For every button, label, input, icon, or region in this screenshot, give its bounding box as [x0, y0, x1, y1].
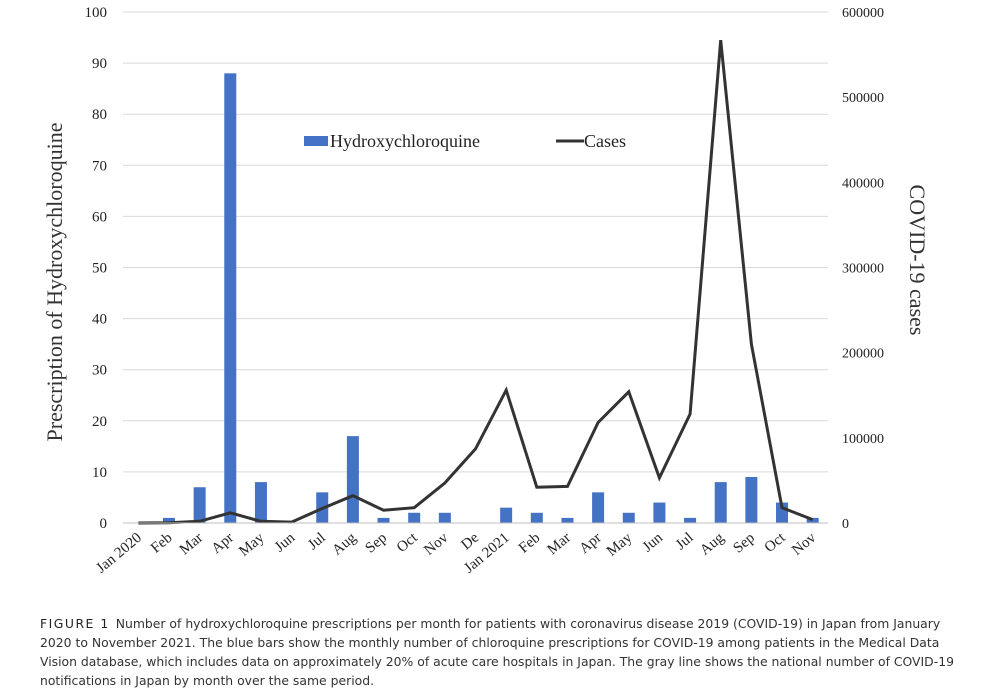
bar: [806, 517, 819, 523]
bar: [714, 482, 727, 523]
y-tick-label: 30: [92, 363, 107, 379]
bar-series: [162, 73, 819, 523]
y2-tick-label: 100000: [842, 432, 884, 447]
y-tick-label: 90: [92, 56, 107, 72]
y-tick-label: 60: [92, 209, 107, 225]
x-tick-label: Oct: [762, 529, 790, 556]
y2-axis-title: COVID-19 cases: [905, 185, 930, 336]
y-tick-label: 0: [100, 516, 108, 532]
y2-tick-label: 200000: [842, 347, 884, 362]
y-tick-label: 100: [85, 5, 108, 21]
legend-swatch-bar: [304, 136, 328, 146]
bar: [653, 502, 666, 523]
legend-label-cases: Cases: [584, 131, 626, 151]
bar: [622, 512, 635, 523]
y2-tick-label: 500000: [842, 91, 884, 106]
x-tick-label: Apr: [209, 530, 237, 557]
bar: [224, 73, 237, 523]
y2-tick-label: 600000: [842, 6, 884, 21]
y2-tick-label: 400000: [842, 176, 884, 191]
bar: [500, 507, 513, 523]
bar: [438, 512, 451, 523]
x-tick-label: Nov: [421, 529, 451, 558]
x-tick-label: Sep: [730, 530, 758, 557]
x-tick-label: Jul: [673, 530, 697, 554]
figure-caption: FIGURE 1 Number of hydroxychloroquine pre…: [40, 614, 970, 690]
bar: [193, 487, 206, 523]
x-tick-label: Jan 2020: [93, 530, 144, 577]
x-tick-label: Mar: [545, 530, 574, 558]
y-tick-label: 70: [92, 158, 107, 174]
x-tick-label: Feb: [516, 530, 544, 557]
cases-line: [138, 39, 814, 525]
bar: [745, 477, 758, 523]
bar: [684, 517, 697, 523]
bar: [530, 512, 543, 523]
x-tick-label: Sep: [363, 530, 391, 557]
x-tick-label: Nov: [789, 529, 819, 558]
bar: [408, 512, 421, 523]
x-tick-label: Jun: [640, 529, 667, 555]
y-tick-label: 10: [92, 465, 107, 481]
bar: [377, 517, 390, 523]
x-tick-label: Aug: [329, 529, 359, 558]
y-axis-title: Prescription of Hydroxychloroquine: [42, 123, 67, 442]
y2-tick-label: 0: [842, 517, 849, 532]
combo-chart: 0 10 20 30 40 50 60 70 80 90 100 0 100000 200000 30000…: [42, 5, 930, 577]
gridlines: [123, 11, 828, 473]
x-tick-label: Mar: [177, 530, 206, 558]
caption-text: Number of hydroxychloroquine prescriptio…: [40, 616, 954, 688]
x-tick-label: Aug: [697, 529, 727, 558]
y-tick-label: 40: [92, 312, 107, 328]
y2-tick-label: 300000: [842, 262, 884, 277]
line-series: [138, 39, 814, 525]
figure-label: FIGURE 1: [40, 616, 110, 631]
bar: [254, 482, 267, 523]
y-tick-label: 50: [92, 261, 107, 277]
bar: [162, 517, 175, 523]
x-tick-label: Oct: [394, 529, 422, 556]
bar: [561, 517, 574, 523]
bar: [592, 492, 605, 523]
legend: Hydroxychloroquine Cases: [304, 131, 626, 151]
x-tick-label: Apr: [577, 530, 605, 557]
y-tick-label: 80: [92, 107, 107, 123]
y-tick-label: 20: [92, 414, 107, 430]
bar: [346, 436, 359, 523]
x-tick-label: Jun: [272, 529, 299, 555]
x-tick-label: Feb: [148, 530, 176, 557]
legend-label-hydroxychloroquine: Hydroxychloroquine: [330, 131, 480, 151]
x-tick-label: Jul: [305, 530, 329, 554]
x-tick-label: May: [236, 529, 268, 559]
x-tick-label: May: [604, 529, 636, 559]
